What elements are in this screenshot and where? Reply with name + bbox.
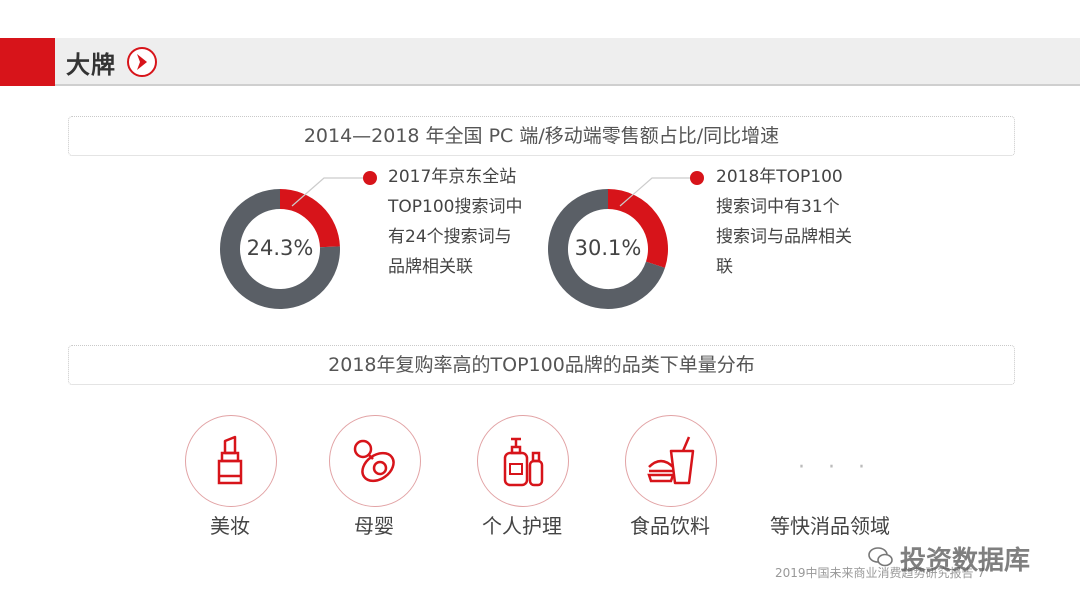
callout-text-2018: 2018年TOP100 搜索词中有31个 搜索词与品牌相关 联 (716, 167, 852, 277)
callout-dot-2018 (690, 171, 704, 185)
chevron-right-icon (127, 47, 157, 77)
callout-text-2017: 2017年京东全站 TOP100搜索词中 有24个搜索词与 品牌相关联 (388, 167, 523, 277)
section-title-1: 2014—2018 年全国 PC 端/移动端零售额占比/同比增速 (303, 125, 780, 147)
wechat-icon (868, 547, 893, 567)
category-maternal (329, 415, 421, 507)
donut-slice-remainder (548, 189, 665, 309)
section-title-box-2: 2018年复购率高的TOP100品牌的品类下单量分布 (68, 345, 1015, 385)
header-bar (0, 38, 1080, 86)
category-label-personal-care: 个人护理 (482, 514, 562, 538)
donut-value-label-2018: 30.1% (574, 236, 642, 260)
section-title-box-1: 2014—2018 年全国 PC 端/移动端零售额占比/同比增速 (68, 116, 1015, 156)
page-title: 大牌 (66, 51, 116, 79)
donut-chart-2017 (220, 189, 340, 309)
callout-line-2017 (291, 177, 366, 207)
pacifier-icon (353, 439, 395, 483)
footer-report-title: 2019中国未来商业消费趋势研究报告 7 (775, 566, 985, 580)
category-personal-care (477, 415, 569, 507)
category-label-food-beverage: 食品饮料 (630, 514, 710, 538)
section-title-2: 2018年复购率高的TOP100品牌的品类下单量分布 (328, 354, 755, 376)
category-beauty (185, 415, 277, 507)
category-label-fmcg: 等快消品领域 (770, 514, 890, 538)
watermark-text: 投资数据库 (900, 546, 1031, 576)
donut-value-label-2017: 24.3% (246, 236, 314, 260)
category-label-beauty: 美妆 (210, 514, 250, 538)
category-label-maternal: 母婴 (354, 514, 394, 538)
donut-chart-2018 (548, 189, 668, 309)
header-accent-block (0, 38, 55, 86)
callout-line-2018 (619, 177, 694, 207)
food-drink-icon (647, 436, 695, 485)
donut-slice-remainder (220, 189, 340, 309)
more-ellipsis: · · · (798, 455, 873, 480)
donut-slice-highlight (607, 189, 668, 268)
bottles-icon (503, 437, 544, 487)
category-food-beverage (625, 415, 717, 507)
callout-dot-2017 (363, 171, 377, 185)
donut-slice-highlight (279, 189, 340, 248)
lipstick-icon (217, 435, 243, 485)
